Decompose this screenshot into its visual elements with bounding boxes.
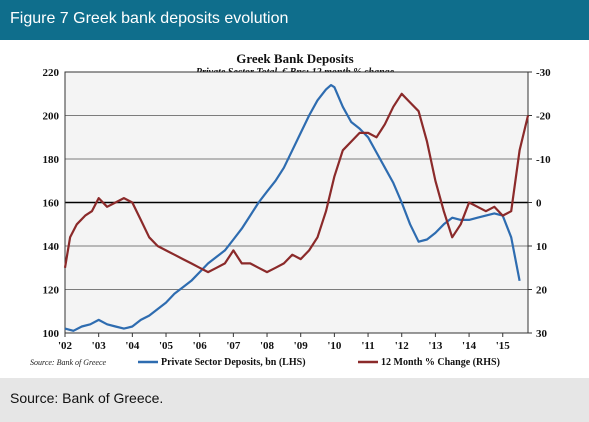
plot-frame bbox=[64, 71, 529, 334]
legend-label-change: 12 Month % Change (RHS) bbox=[381, 357, 500, 368]
right-tick-label: -30 bbox=[536, 67, 551, 79]
left-tick-label: 220 bbox=[43, 67, 60, 79]
change-series-line bbox=[63, 92, 530, 274]
source-text: Source: Bank of Greece. bbox=[10, 390, 164, 406]
legend: Source: Bank of Greece Private Sector De… bbox=[30, 357, 500, 368]
right-tick-label: 20 bbox=[536, 285, 548, 297]
x-tick-label: '10 bbox=[327, 340, 342, 352]
figure-title: Figure 7 Greek bank deposits evolution bbox=[10, 10, 289, 27]
right-tick-label: -10 bbox=[536, 154, 551, 166]
left-tick-label: 140 bbox=[43, 241, 60, 253]
right-tick-label: 10 bbox=[536, 241, 548, 253]
x-tick-label: '05 bbox=[159, 340, 174, 352]
left-tick-label: 120 bbox=[43, 285, 60, 297]
x-tick-label: '13 bbox=[428, 340, 443, 352]
left-tick-label: 100 bbox=[43, 328, 60, 340]
left-tick-label: 200 bbox=[43, 111, 60, 123]
figure-header: Figure 7 Greek bank deposits evolution bbox=[0, 0, 589, 40]
right-tick-label: 30 bbox=[536, 328, 548, 340]
x-tick-label: '03 bbox=[92, 340, 107, 352]
x-tick-label: '06 bbox=[193, 340, 208, 352]
figure-footer: Source: Bank of Greece. bbox=[0, 378, 589, 422]
x-tick-label: '09 bbox=[294, 340, 309, 352]
greek-bank-deposits-chart: Greek Bank Deposits Private Sector Total… bbox=[30, 51, 552, 368]
series-lines bbox=[63, 83, 530, 332]
legend-label-deposits: Private Sector Deposits, bn (LHS) bbox=[161, 357, 306, 368]
deposits-series-line bbox=[64, 83, 521, 332]
right-tick-label: 0 bbox=[536, 198, 542, 210]
source-note: Source: Bank of Greece bbox=[30, 358, 106, 367]
x-tick-label: '15 bbox=[496, 340, 511, 352]
chart-area: Greek Bank Deposits Private Sector Total… bbox=[0, 40, 589, 376]
x-tick-label: '07 bbox=[226, 340, 241, 352]
axes bbox=[64, 71, 532, 337]
left-tick-label: 180 bbox=[43, 154, 60, 166]
right-tick-label: -20 bbox=[536, 111, 551, 123]
x-tick-label: '04 bbox=[125, 340, 140, 352]
x-tick-label: '02 bbox=[58, 340, 73, 352]
tick-labels: 1001201401601802002203020100-10-20-30'02… bbox=[43, 67, 552, 352]
x-tick-label: '14 bbox=[462, 340, 477, 352]
chart-title: Greek Bank Deposits bbox=[236, 51, 354, 66]
x-tick-label: '11 bbox=[361, 340, 374, 352]
left-tick-label: 160 bbox=[43, 198, 60, 210]
x-tick-label: '08 bbox=[260, 340, 275, 352]
grid-lines bbox=[65, 71, 528, 334]
x-tick-label: '12 bbox=[395, 340, 410, 352]
